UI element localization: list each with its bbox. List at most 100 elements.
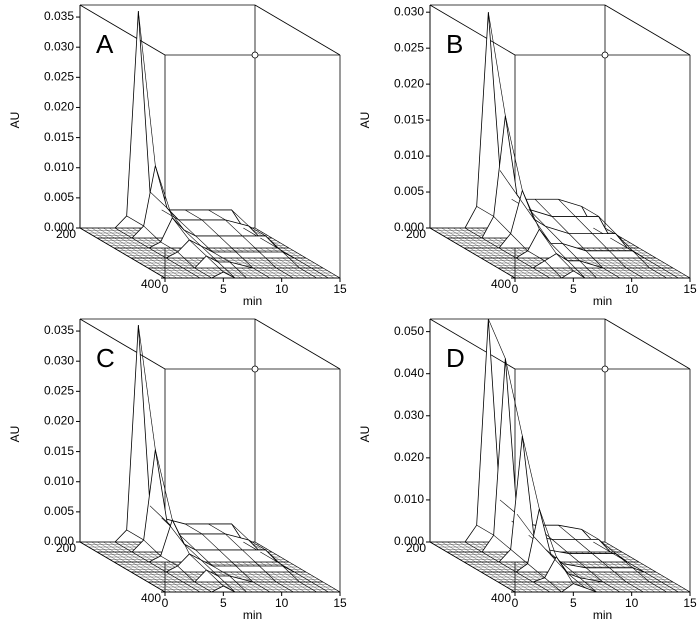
mesh-line [131, 237, 150, 249]
mesh-line [568, 553, 587, 569]
panel: 0.000 0.010 0.020 0.030 0.040 0.050 AU 0 5 10 15 mi… [358, 318, 697, 622]
x-tick-label: 5 [220, 596, 227, 610]
z-tick-label: 400 [491, 591, 511, 605]
mesh-line [217, 261, 236, 279]
mesh-line [294, 571, 312, 583]
x-tick-label: 5 [570, 596, 577, 610]
y-tick-label: 0.020 [44, 100, 74, 114]
mesh-line [252, 267, 271, 279]
surface-slice [131, 553, 306, 573]
mesh-line [138, 10, 156, 166]
box-marker [251, 51, 259, 59]
mesh-line [527, 563, 545, 579]
x-tick-label: 10 [625, 596, 639, 610]
y-tick-label: 0.035 [44, 323, 74, 337]
y-tick-label: 0.025 [44, 383, 74, 397]
mesh-line [515, 571, 534, 583]
mesh-line [208, 209, 226, 221]
mesh-line [242, 235, 260, 253]
mesh-line [149, 505, 168, 523]
mesh-line [229, 575, 247, 593]
mesh-line [621, 237, 640, 249]
y-axis-label: AU [8, 112, 22, 129]
mesh-line [126, 529, 144, 541]
surface-slice [114, 217, 289, 249]
mesh-line [615, 233, 633, 252]
mesh-line [598, 216, 616, 234]
mesh-line [254, 541, 273, 553]
mesh-line [476, 524, 494, 536]
z-tick-label: 400 [141, 277, 161, 291]
surface-slice [498, 555, 673, 583]
x-tick-label: 0 [512, 282, 519, 296]
mesh-line [498, 247, 517, 259]
z-axis [429, 227, 516, 279]
y-tick-label: 0.010 [44, 160, 74, 174]
mesh-line [556, 253, 574, 272]
mesh-line [527, 250, 545, 262]
mesh-line [206, 569, 224, 587]
mesh-line [212, 251, 230, 263]
mesh-line [155, 449, 173, 520]
mesh-line [627, 561, 645, 573]
mesh-line [516, 513, 535, 537]
mesh-line [592, 233, 610, 252]
mesh-line [655, 257, 674, 269]
y-tick-label: 0.000 [394, 220, 424, 234]
mesh-line [556, 556, 574, 584]
x-tick-label: 15 [683, 596, 697, 610]
mesh-line [288, 247, 307, 259]
mesh-line [201, 533, 220, 551]
mesh-line [183, 229, 202, 247]
surface-slice [515, 583, 690, 593]
surface-slice [481, 228, 656, 259]
y-tick-label: 0.030 [394, 408, 424, 422]
mesh-line [610, 551, 628, 563]
mesh-line [661, 267, 679, 279]
mesh-line [638, 247, 657, 259]
y-tick-label: 0.030 [44, 39, 74, 53]
mesh-line [515, 257, 534, 269]
mesh-line [626, 267, 644, 279]
mesh-line [259, 565, 277, 583]
floor-grid [459, 541, 545, 593]
mesh-line [225, 219, 243, 237]
floor-grid [435, 541, 521, 593]
mesh-line [149, 191, 168, 209]
surface-slice [148, 255, 323, 269]
surface-slice [148, 569, 323, 583]
mesh-line [143, 225, 161, 243]
mesh-line [259, 251, 277, 269]
y-tick-label: 0.015 [44, 130, 74, 144]
box-edge [254, 4, 341, 56]
mesh-line [505, 115, 523, 191]
floor-grid [447, 541, 533, 593]
mesh-line [550, 243, 569, 262]
mesh-line [488, 318, 506, 359]
mesh-line [579, 260, 597, 279]
mesh-line [165, 571, 184, 583]
mesh-line [288, 561, 307, 573]
mesh-line [610, 237, 628, 249]
z-tick-label: 200 [406, 227, 426, 241]
mesh-line [604, 227, 623, 239]
panel: 0.000 0.005 0.010 0.015 0.020 0.025 0.030 0.035… [8, 4, 347, 308]
y-tick-label: 0.015 [44, 444, 74, 458]
y-tick-label: 0.025 [44, 69, 74, 83]
mesh-line [567, 260, 586, 279]
mesh-line [231, 209, 249, 227]
surface-slice [447, 358, 622, 553]
y-axis-label: AU [8, 426, 22, 443]
mesh-line [661, 581, 679, 593]
mesh-line [311, 581, 329, 593]
mesh-line [165, 257, 184, 269]
mesh-line [242, 549, 260, 567]
mesh-line [212, 565, 230, 577]
y-tick-label: 0.020 [44, 414, 74, 428]
y-tick-label: 0.005 [44, 504, 74, 518]
mesh-line [194, 267, 212, 279]
mesh-line [305, 257, 324, 269]
mesh-line [166, 207, 185, 231]
mesh-line [225, 533, 243, 551]
surface-slice [481, 508, 656, 573]
